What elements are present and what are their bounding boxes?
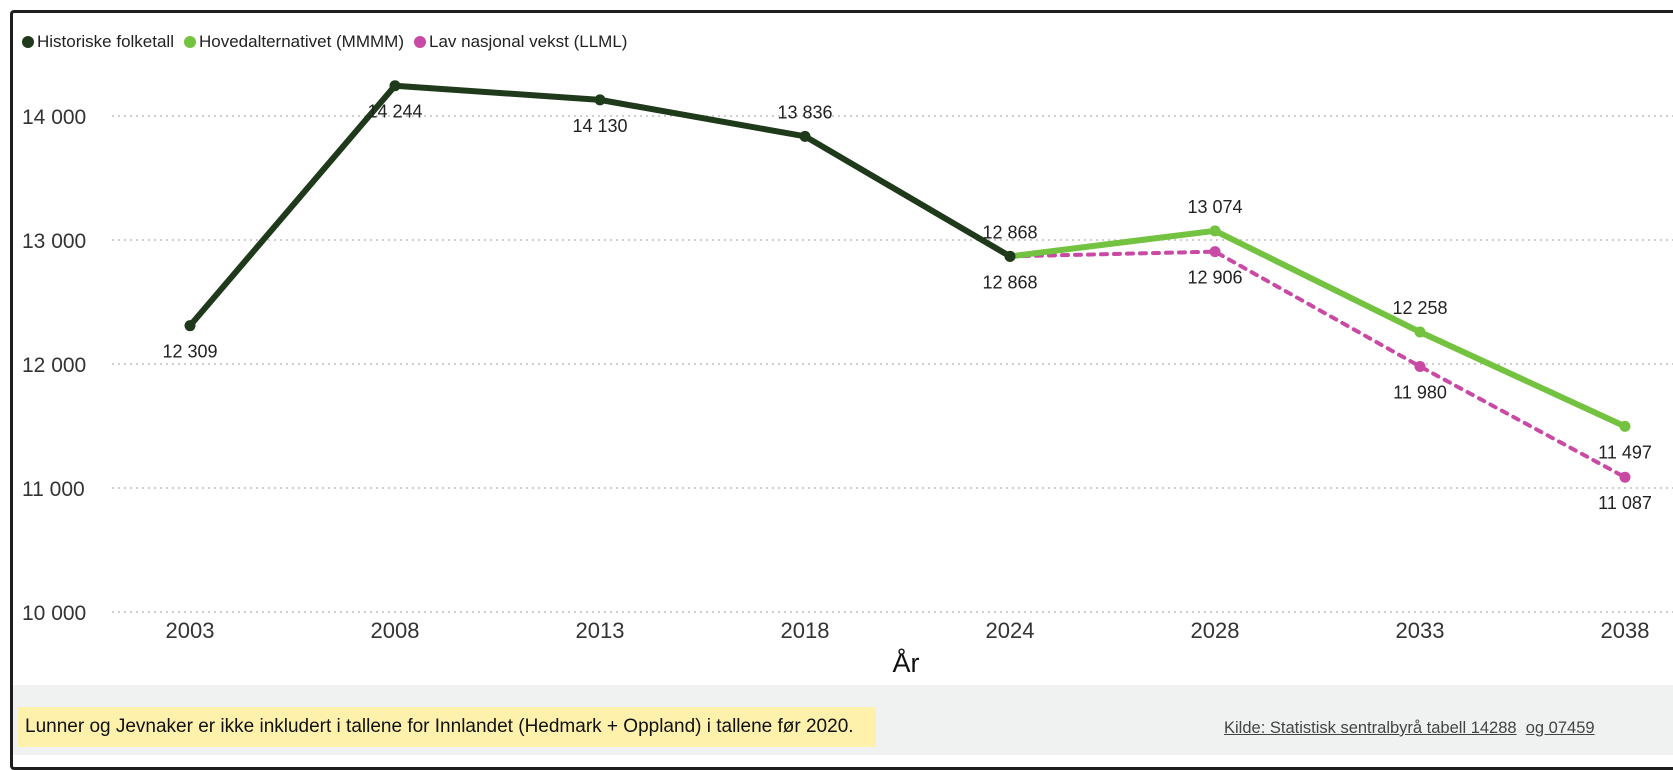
data-labels: 12 309 14 244 14 130 13 836 12 868 13 074 12 2… [162,102,1651,513]
x-tick-label: 2024 [986,618,1035,643]
y-tick-label: 11 000 [22,478,85,501]
source-link-14288[interactable]: Kilde: Statistisk sentralbyrå tabell 142… [1224,719,1517,737]
data-label: 13 836 [777,102,832,122]
x-tick-label: 2038 [1601,618,1650,643]
data-label: 12 906 [1187,268,1242,288]
data-label: 12 868 [982,222,1037,242]
y-tick-label: 10 000 [22,602,86,625]
data-label: 14 244 [367,102,422,122]
legend-item[interactable]: Historiske folketall [22,32,174,52]
source-links: Kilde: Statistisk sentralbyrå tabell 142… [1224,719,1595,738]
legend-item[interactable]: Hovedalternativet (MMMM) [184,32,404,52]
data-point [1619,420,1631,432]
legend: Historiske folketall Hovedalternativet (M… [22,32,627,52]
grid-lines [112,115,1673,613]
legend-label: Historiske folketall [37,32,174,51]
legend-label: Hovedalternativet (MMMM) [199,32,404,51]
series-line-2 [1008,249,1627,480]
legend-item[interactable]: Lav nasjonal vekst (LLML) [414,32,627,52]
chart-footer: Lunner og Jevnaker er ikke inkludert i t… [13,685,1673,755]
data-point [184,320,196,332]
data-label: 12 309 [162,342,217,362]
data-point [799,130,811,142]
data-point [594,94,606,106]
series-lines [187,82,1628,480]
data-label: 11 087 [1598,493,1652,513]
x-tick-label: 2018 [781,618,830,643]
x-tick-label: 2013 [576,618,625,643]
data-point [1414,326,1426,338]
data-point [1004,250,1016,262]
x-tick-label: 2033 [1396,618,1445,643]
data-point [1414,360,1426,372]
series-points [184,80,1631,483]
data-label: 14 130 [572,116,627,136]
x-axis-ticks: 2003 2008 2013 2018 2024 2028 2033 2038 [166,618,1650,643]
series-line-1 [1007,227,1628,430]
legend-swatch [184,36,196,48]
legend-swatch [414,36,426,48]
data-point [1619,471,1631,483]
legend-swatch [22,36,34,48]
data-label: 12 868 [982,272,1037,292]
y-tick-label: 13 000 [22,230,86,253]
footnote: Lunner og Jevnaker er ikke inkludert i t… [18,707,876,747]
y-tick-label: 14 000 [22,106,86,129]
data-label: 13 074 [1187,197,1242,217]
data-label: 12 258 [1392,298,1447,318]
y-axis-ticks: 10 000 11 000 12 000 13 000 14 000 [22,106,86,625]
x-tick-label: 2008 [371,618,420,643]
data-point [1209,225,1221,237]
x-tick-label: 2028 [1191,618,1240,643]
legend-label: Lav nasjonal vekst (LLML) [429,32,628,51]
data-point [1209,246,1221,258]
x-axis-title: År [893,647,920,678]
data-label: 11 497 [1598,442,1652,462]
x-tick-label: 2003 [166,618,215,643]
source-link-07459[interactable]: og 07459 [1525,719,1595,737]
data-point [389,80,401,92]
data-label: 11 980 [1393,382,1447,402]
y-tick-label: 12 000 [22,354,86,377]
